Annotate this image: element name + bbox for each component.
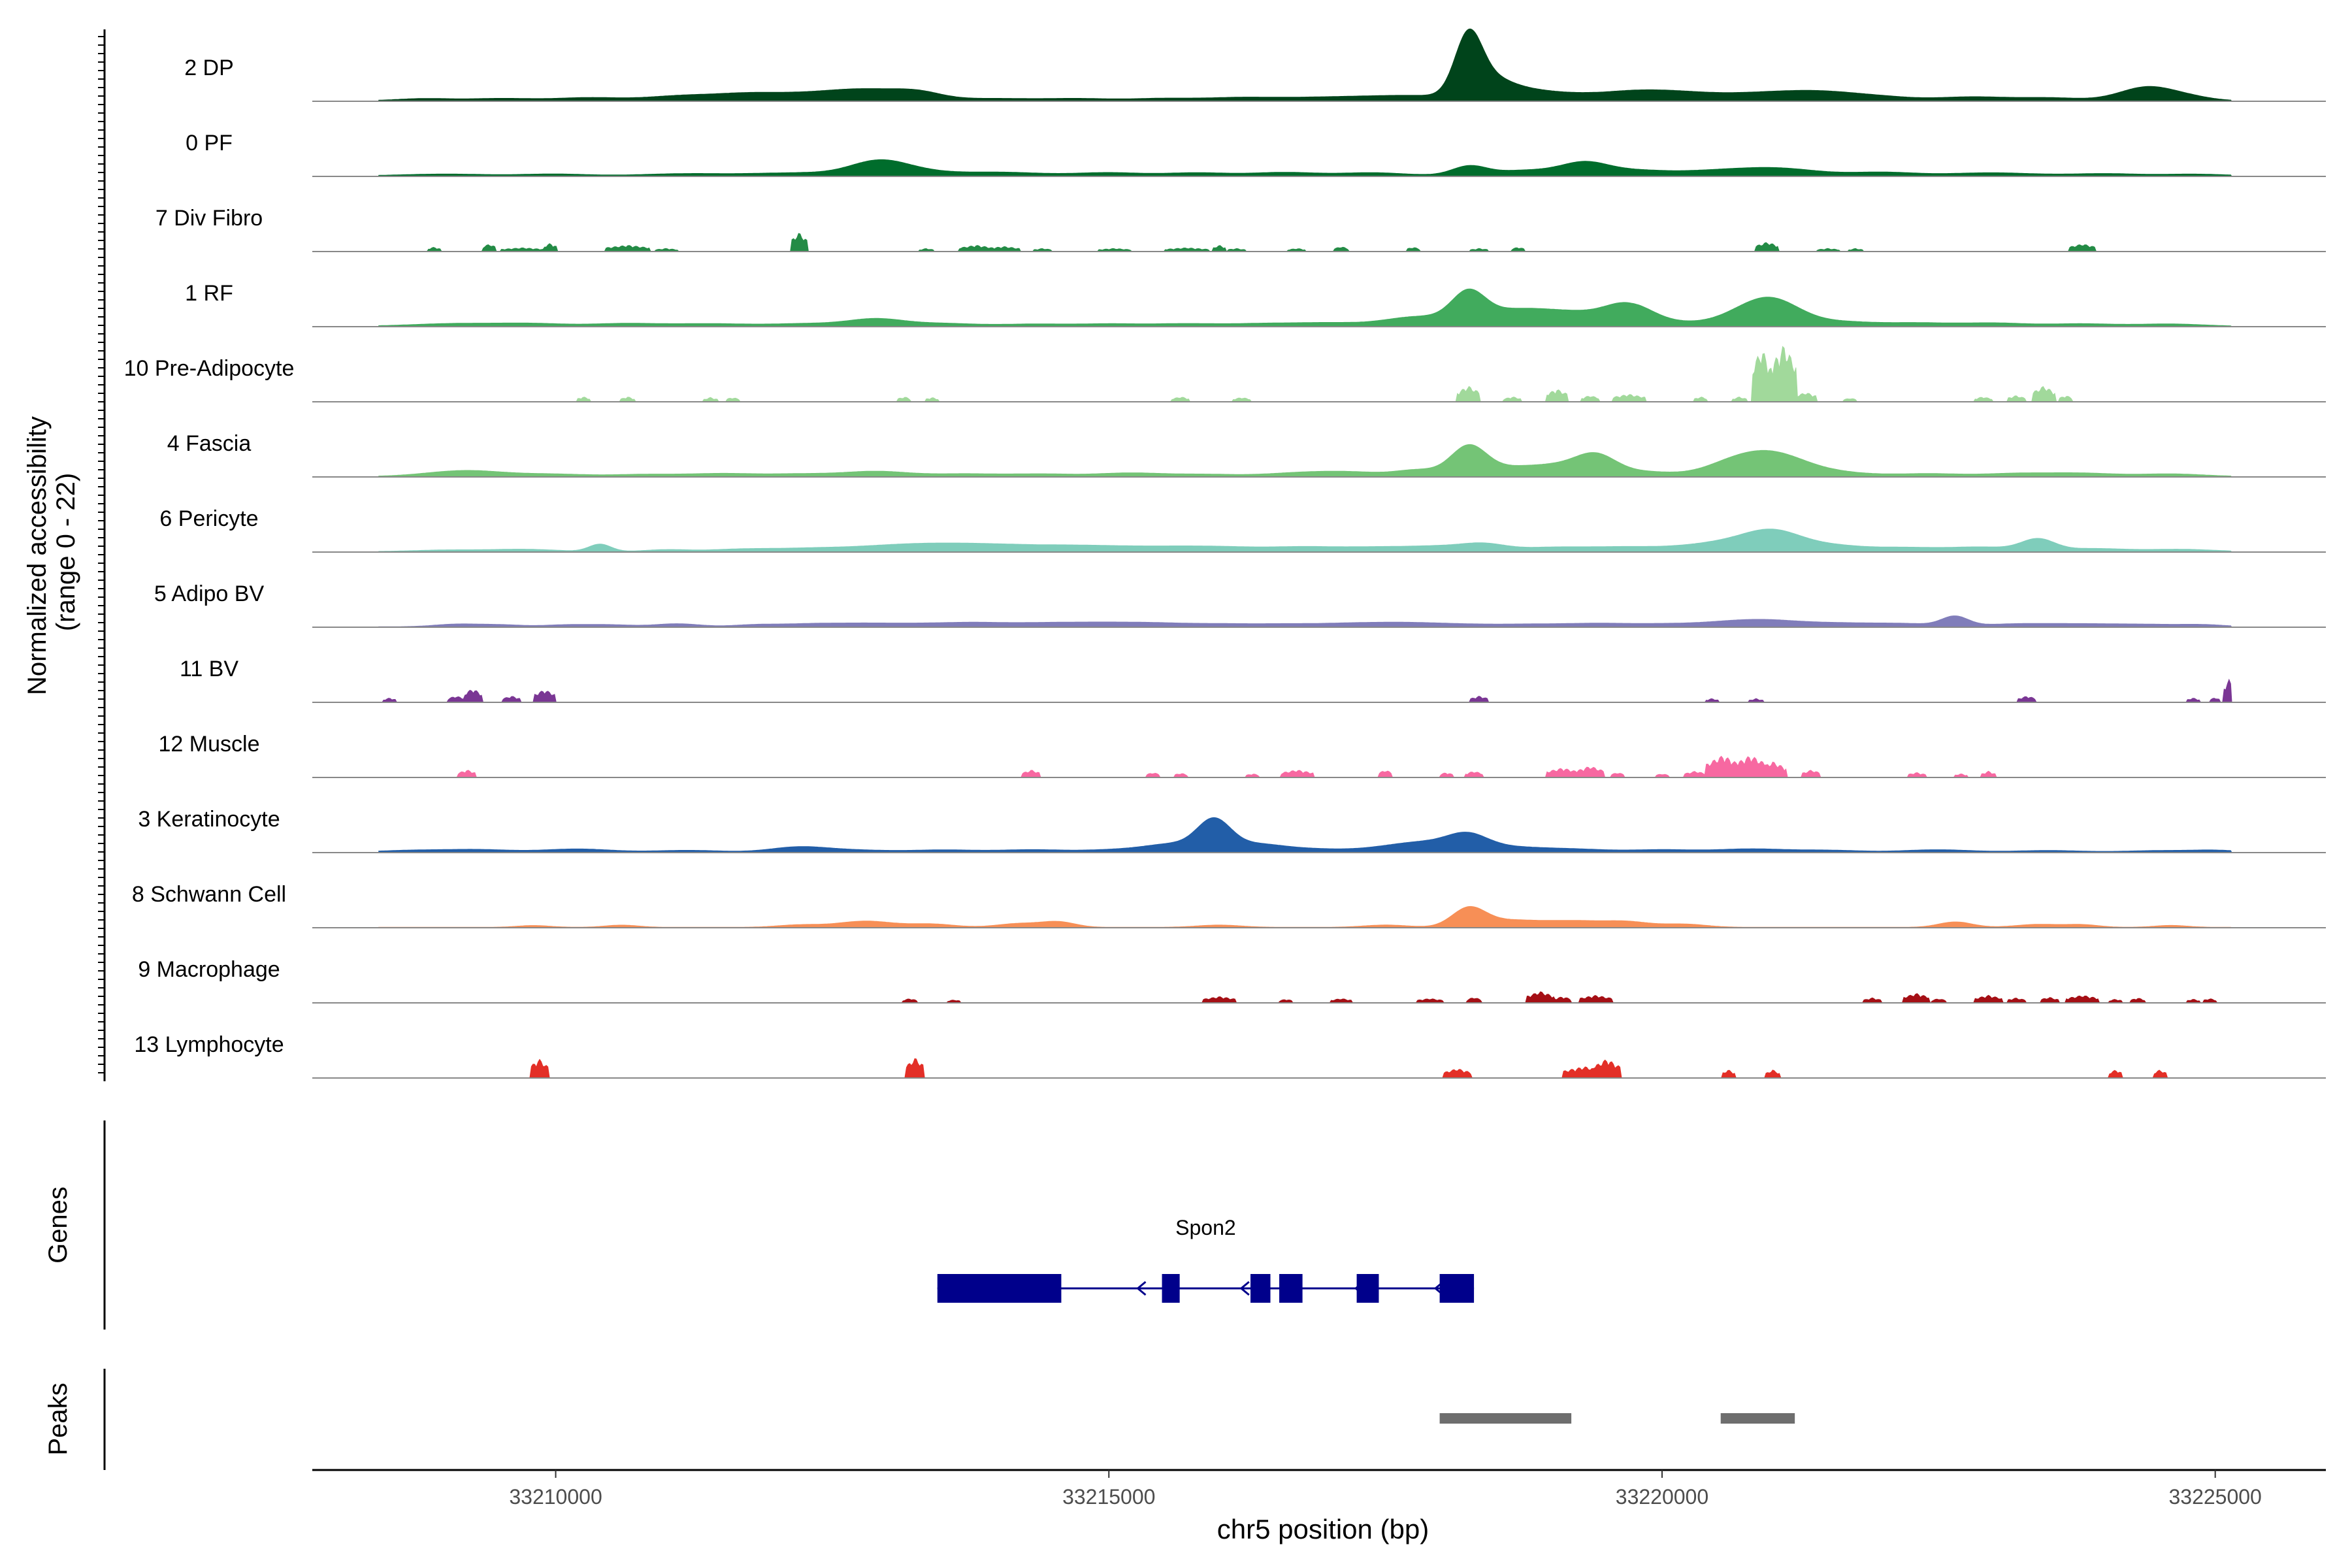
peaks-track: Peaks (44, 1369, 1795, 1470)
gene-exon (1356, 1274, 1379, 1303)
track-coverage-area (378, 288, 2233, 327)
gene-strand-arrow (1136, 1281, 1147, 1296)
track-coverage-area (378, 233, 2232, 252)
gene-spon2: Spon2 (937, 1216, 1475, 1303)
gene-track: Genes Spon2 (44, 1120, 1475, 1330)
track-coverage-area (378, 1058, 2232, 1079)
x-axis-tick-label: 33220000 (1616, 1485, 1708, 1509)
coverage-tracks: 2 DP 0 PF 7 Div Fibro 1 RF 10 Pre-Adipocyte 4… (124, 28, 2326, 1079)
track-label: 11 BV (180, 657, 238, 681)
x-axis-tick-label: 33225000 (2168, 1485, 2261, 1509)
track-coverage-area (378, 615, 2232, 628)
genes-track-label: Genes (44, 1186, 73, 1264)
track-label: 7 Div Fibro (155, 206, 263, 231)
track-label: 13 Lymphocyte (134, 1032, 284, 1057)
track-1: 2 DP (184, 28, 2326, 102)
track-label: 12 Muscle (159, 732, 260, 757)
track-label: 10 Pre-Adipocyte (124, 356, 295, 381)
gene-exon (1279, 1274, 1303, 1303)
gene-exon (1439, 1274, 1475, 1303)
peaks-track-label: Peaks (44, 1382, 73, 1455)
y-axis-label-line-2: (range 0 - 22) (52, 473, 80, 631)
track-12: 8 Schwann Cell (132, 882, 2326, 928)
track-11: 3 Keratinocyte (138, 807, 2326, 853)
x-axis-tick-label: 33215000 (1062, 1485, 1155, 1509)
peak-region (1439, 1413, 1572, 1424)
x-axis-tick-label: 33210000 (509, 1485, 602, 1509)
track-3: 7 Div Fibro (155, 206, 2326, 252)
track-coverage-area (378, 346, 2232, 402)
y-axis-label-line-1: Normalized accessibility (23, 416, 52, 695)
gene-exon (937, 1274, 1062, 1303)
track-label: 2 DP (184, 56, 234, 80)
track-coverage-area (378, 444, 2233, 478)
x-axis-label: chr5 position (bp) (1217, 1514, 1429, 1544)
track-coverage-area (378, 906, 2232, 928)
track-10: 12 Muscle (159, 732, 2326, 778)
track-coverage-area (378, 991, 2232, 1004)
track-coverage-area (378, 529, 2232, 553)
gene-exon (1250, 1274, 1271, 1303)
gene-exon (1162, 1274, 1180, 1303)
track-label: 1 RF (185, 281, 233, 306)
track-13: 9 Macrophage (138, 957, 2326, 1004)
track-coverage-area (378, 755, 2232, 778)
peak-region (1720, 1413, 1795, 1424)
track-label: 0 PF (186, 131, 233, 155)
track-label: 3 Keratinocyte (138, 807, 280, 832)
track-label: 8 Schwann Cell (132, 882, 286, 907)
track-coverage-area (378, 28, 2232, 102)
track-8: 5 Adipo BV (154, 581, 2326, 628)
track-label: 9 Macrophage (138, 957, 280, 982)
track-label: 5 Adipo BV (154, 581, 265, 606)
track-label: 4 Fascia (167, 431, 252, 456)
track-7: 6 Pericyte (159, 506, 2326, 553)
track-5: 10 Pre-Adipocyte (124, 346, 2326, 402)
track-9: 11 BV (180, 657, 2326, 703)
y-axis-ticks (98, 29, 106, 1081)
track-2: 0 PF (186, 131, 2326, 177)
y-axis-label: Normalized accessibility (range 0 - 22) (23, 409, 80, 695)
track-coverage-area (378, 159, 2232, 177)
track-coverage-area (378, 678, 2232, 703)
track-4: 1 RF (185, 281, 2326, 327)
track-6: 4 Fascia (167, 431, 2326, 478)
track-coverage-area (378, 817, 2232, 853)
x-axis: 33210000 33215000 33220000 33225000 (312, 1469, 2326, 1509)
track-label: 6 Pericyte (159, 506, 258, 531)
gene-strand-arrow (1239, 1281, 1250, 1296)
track-14: 13 Lymphocyte (134, 1032, 2326, 1079)
gene-name-label: Spon2 (1175, 1216, 1236, 1239)
